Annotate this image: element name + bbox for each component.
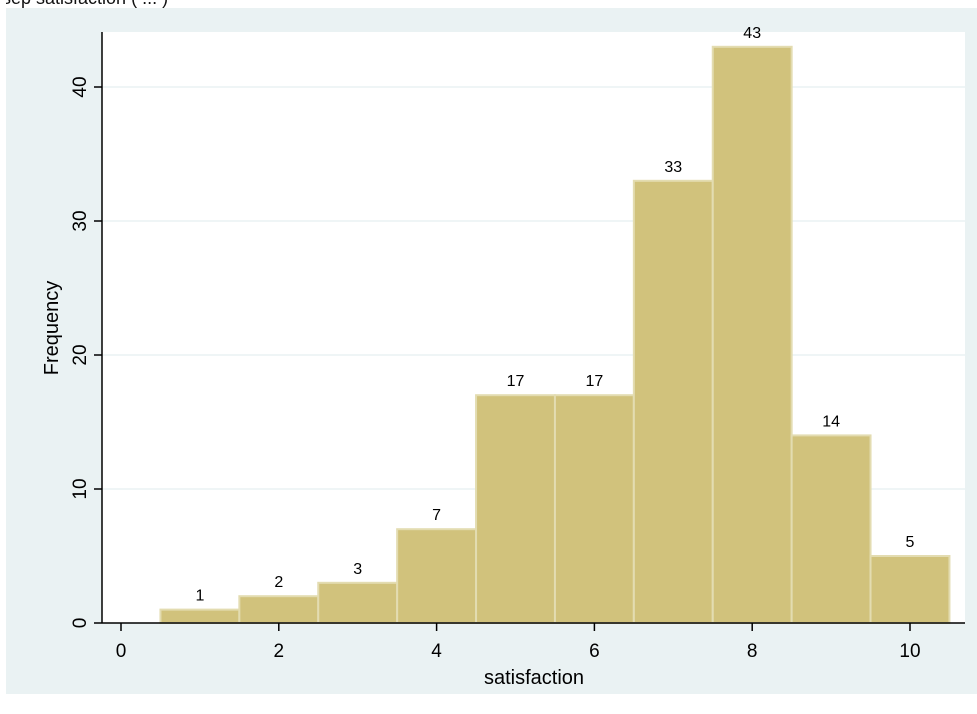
header-fragment: sep satisfaction ( ... ) (2, 0, 168, 9)
bottom-edge (0, 694, 977, 714)
bar-8 (711, 45, 793, 625)
x-tick-label-2: 2 (274, 641, 285, 662)
y-tick-label-0: 0 (70, 618, 91, 629)
bar-value-label-1: 1 (195, 588, 204, 605)
x-axis-label: satisfaction (484, 667, 584, 689)
y-axis-label: Frequency (41, 281, 63, 376)
bar-value-label-8: 43 (743, 25, 761, 42)
x-tick-label-4: 4 (431, 641, 442, 662)
x-tick-label-8: 8 (747, 641, 758, 662)
y-tick-label-20: 20 (70, 344, 91, 365)
bar-value-label-10: 5 (906, 534, 915, 551)
bar-value-label-4: 7 (432, 507, 441, 524)
bar-6 (553, 394, 635, 625)
bar-2 (238, 595, 320, 625)
bar-value-label-6: 17 (586, 373, 604, 390)
bar-5 (475, 394, 556, 625)
left-edge (0, 0, 6, 714)
y-tick-label-30: 30 (70, 210, 91, 231)
bar-7 (632, 179, 714, 625)
bar-1 (159, 608, 241, 624)
bars (159, 45, 951, 625)
bar-value-label-7: 33 (664, 159, 682, 176)
bar-4 (396, 528, 478, 625)
axes: 0 10 20 30 40 0 2 4 6 8 10 (70, 32, 965, 662)
bar-value-label-9: 14 (822, 413, 840, 430)
bar-3 (317, 581, 399, 624)
y-tick-label-40: 40 (70, 76, 91, 97)
bar-labels: 1 2 3 7 17 17 33 43 14 5 (195, 25, 914, 605)
bar-10 (869, 555, 951, 624)
top-strip: sep satisfaction ( ... ) (0, 0, 977, 8)
x-tick-label-0: 0 (116, 641, 127, 662)
bar-value-label-2: 2 (274, 574, 283, 591)
x-tick-label-6: 6 (589, 641, 600, 662)
y-tick-label-10: 10 (70, 478, 91, 499)
bar-9 (790, 434, 872, 624)
bar-value-label-5: 17 (507, 373, 525, 390)
bar-value-label-3: 3 (353, 561, 362, 578)
x-tick-label-10: 10 (899, 641, 920, 662)
